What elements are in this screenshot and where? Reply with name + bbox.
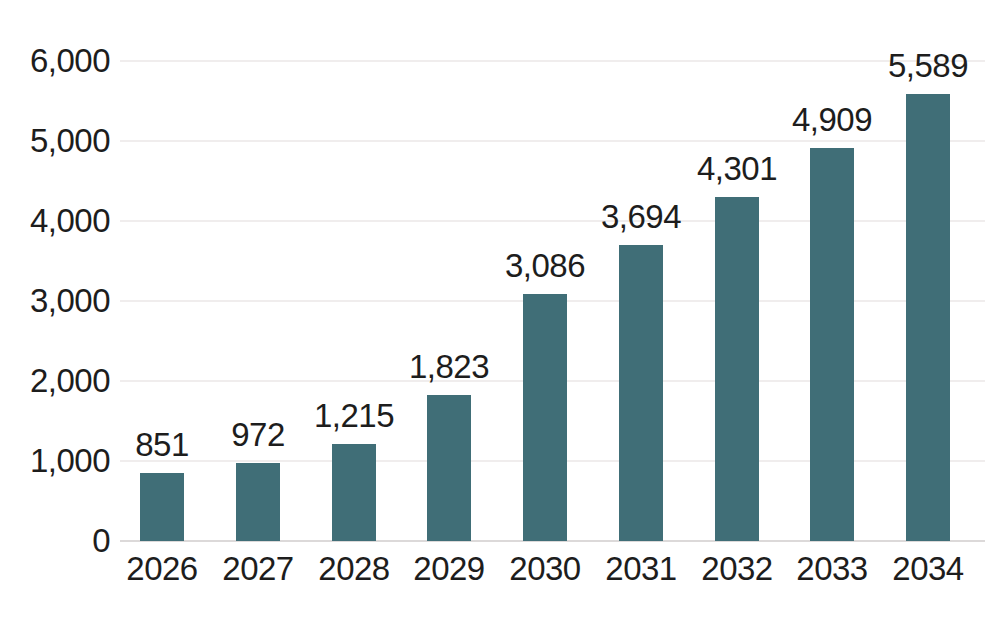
- bar-2027: [236, 463, 280, 541]
- bar-2029: [427, 395, 471, 541]
- bar-2030: [523, 294, 567, 541]
- bar-2034: [906, 94, 950, 541]
- bar-value-label: 3,086: [475, 246, 615, 286]
- bar-2026: [140, 473, 184, 541]
- bar-value-label: 1,823: [379, 347, 519, 387]
- bar-value-label: 4,909: [762, 100, 902, 140]
- bar-chart: 01,0002,0003,0004,0005,0006,000851202697…: [0, 0, 996, 618]
- gridline: [120, 220, 985, 222]
- bar-value-label: 1,215: [284, 396, 424, 436]
- bar-2033: [810, 148, 854, 541]
- gridline: [120, 140, 985, 142]
- bar-value-label: 5,589: [858, 46, 996, 86]
- y-axis-tick-label: 3,000: [0, 281, 110, 321]
- y-axis-tick-label: 6,000: [0, 41, 110, 81]
- y-axis-tick-label: 2,000: [0, 361, 110, 401]
- bar-2028: [332, 444, 376, 541]
- gridline: [120, 60, 985, 62]
- y-axis-tick-label: 4,000: [0, 201, 110, 241]
- bar-value-label: 4,301: [667, 149, 807, 189]
- bar-2031: [619, 245, 663, 541]
- y-axis-tick-label: 5,000: [0, 121, 110, 161]
- bar-2032: [715, 197, 759, 541]
- bar-value-label: 3,694: [571, 197, 711, 237]
- x-axis-tick-label: 2034: [858, 549, 996, 589]
